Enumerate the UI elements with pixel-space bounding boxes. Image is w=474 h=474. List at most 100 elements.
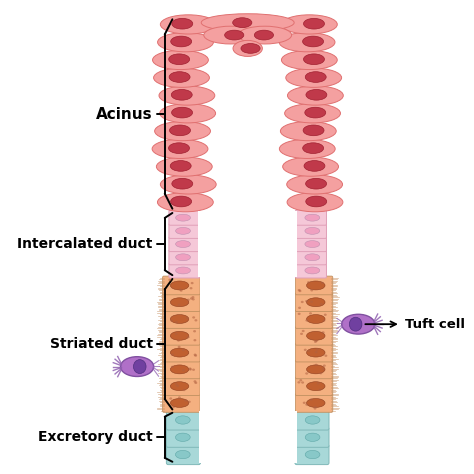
Ellipse shape <box>305 416 320 424</box>
Ellipse shape <box>188 401 191 403</box>
FancyBboxPatch shape <box>163 327 200 345</box>
Ellipse shape <box>194 355 197 357</box>
Ellipse shape <box>171 354 174 356</box>
Ellipse shape <box>279 33 335 52</box>
Ellipse shape <box>157 33 213 52</box>
Ellipse shape <box>191 282 193 284</box>
FancyBboxPatch shape <box>163 276 200 295</box>
Bar <box>198 211 298 277</box>
Ellipse shape <box>157 192 213 212</box>
Ellipse shape <box>299 290 301 292</box>
Ellipse shape <box>322 368 325 370</box>
Ellipse shape <box>307 382 325 391</box>
Ellipse shape <box>305 228 320 234</box>
Ellipse shape <box>170 298 189 307</box>
Ellipse shape <box>169 54 190 64</box>
Ellipse shape <box>189 368 192 371</box>
Ellipse shape <box>160 175 216 194</box>
Ellipse shape <box>298 289 301 291</box>
Ellipse shape <box>306 90 327 100</box>
FancyBboxPatch shape <box>166 410 201 430</box>
Ellipse shape <box>175 254 191 261</box>
Bar <box>200 277 295 411</box>
Ellipse shape <box>317 382 319 384</box>
Ellipse shape <box>307 350 310 352</box>
Ellipse shape <box>310 398 313 401</box>
FancyBboxPatch shape <box>166 427 201 447</box>
Ellipse shape <box>192 369 195 371</box>
FancyBboxPatch shape <box>169 250 200 265</box>
Ellipse shape <box>172 107 192 118</box>
Ellipse shape <box>172 406 175 408</box>
Ellipse shape <box>309 312 312 315</box>
Ellipse shape <box>182 349 185 351</box>
Ellipse shape <box>177 339 180 342</box>
Ellipse shape <box>315 351 318 353</box>
FancyBboxPatch shape <box>163 393 200 412</box>
Ellipse shape <box>171 90 192 100</box>
Ellipse shape <box>302 36 324 47</box>
Ellipse shape <box>178 303 181 306</box>
Ellipse shape <box>172 178 193 189</box>
FancyBboxPatch shape <box>295 377 333 395</box>
FancyBboxPatch shape <box>163 293 200 311</box>
FancyBboxPatch shape <box>163 377 200 395</box>
Ellipse shape <box>315 340 318 342</box>
Ellipse shape <box>156 157 212 176</box>
Ellipse shape <box>190 297 193 300</box>
FancyBboxPatch shape <box>169 237 200 252</box>
Ellipse shape <box>305 403 308 406</box>
FancyBboxPatch shape <box>295 360 333 379</box>
Ellipse shape <box>301 382 304 383</box>
Ellipse shape <box>170 161 191 171</box>
Ellipse shape <box>316 348 319 351</box>
Ellipse shape <box>175 241 191 247</box>
Ellipse shape <box>155 121 210 141</box>
Ellipse shape <box>192 298 195 301</box>
Ellipse shape <box>169 397 172 400</box>
Ellipse shape <box>287 192 343 212</box>
Ellipse shape <box>307 281 325 290</box>
Ellipse shape <box>191 296 194 299</box>
Ellipse shape <box>287 175 343 194</box>
Ellipse shape <box>241 44 260 53</box>
Text: Tuft cell: Tuft cell <box>405 318 465 331</box>
Ellipse shape <box>170 125 191 136</box>
Ellipse shape <box>182 389 186 391</box>
Ellipse shape <box>169 72 190 82</box>
Ellipse shape <box>324 355 328 357</box>
Ellipse shape <box>307 331 325 340</box>
FancyBboxPatch shape <box>295 445 329 465</box>
Ellipse shape <box>285 104 340 123</box>
Ellipse shape <box>169 143 190 154</box>
Bar <box>199 411 297 463</box>
Ellipse shape <box>134 360 146 374</box>
Ellipse shape <box>322 331 325 334</box>
Ellipse shape <box>152 139 208 158</box>
Ellipse shape <box>303 18 324 29</box>
FancyBboxPatch shape <box>295 237 327 252</box>
Ellipse shape <box>175 267 191 274</box>
FancyBboxPatch shape <box>295 327 333 345</box>
Ellipse shape <box>204 26 257 44</box>
Ellipse shape <box>175 450 190 459</box>
Ellipse shape <box>301 301 304 303</box>
Ellipse shape <box>182 369 185 372</box>
Ellipse shape <box>233 18 252 27</box>
Ellipse shape <box>184 399 187 401</box>
Ellipse shape <box>286 68 342 87</box>
Ellipse shape <box>175 321 178 323</box>
Text: Striated duct: Striated duct <box>50 337 153 351</box>
Ellipse shape <box>160 15 216 34</box>
FancyBboxPatch shape <box>163 310 200 328</box>
Ellipse shape <box>186 317 189 319</box>
Ellipse shape <box>314 340 317 343</box>
Ellipse shape <box>322 319 325 322</box>
FancyBboxPatch shape <box>163 360 200 379</box>
Ellipse shape <box>238 26 292 44</box>
Ellipse shape <box>281 121 336 141</box>
Ellipse shape <box>298 307 301 309</box>
Ellipse shape <box>342 314 375 334</box>
FancyBboxPatch shape <box>169 223 200 238</box>
Ellipse shape <box>282 50 337 70</box>
